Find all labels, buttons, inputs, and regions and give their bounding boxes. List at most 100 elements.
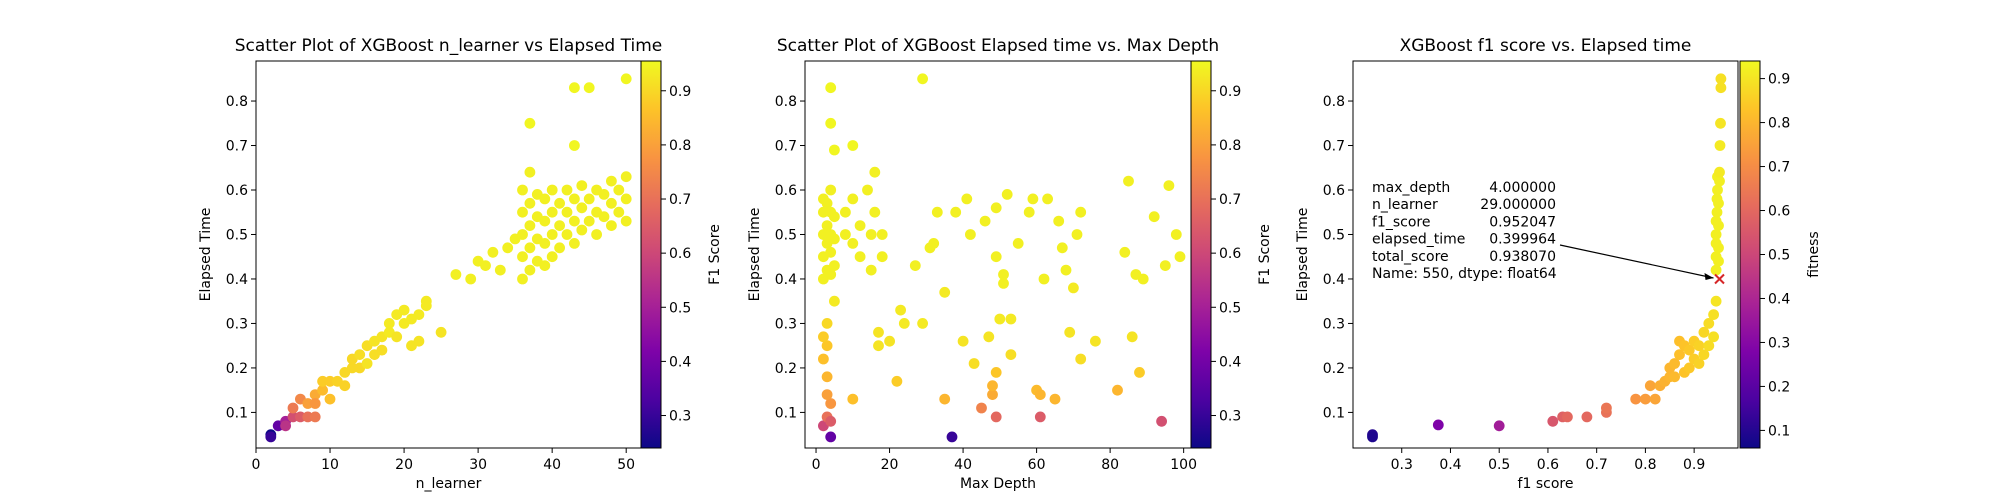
- data-point: [576, 224, 588, 236]
- y-tick-label: 0.5: [775, 227, 797, 243]
- data-point: [946, 431, 958, 443]
- data-point: [480, 260, 491, 271]
- data-point: [1163, 180, 1175, 192]
- data-point: [869, 166, 881, 178]
- data-point: [465, 273, 477, 285]
- annotation-value: 0.938070: [1489, 249, 1556, 265]
- y-tick-label: 0.7: [1323, 139, 1345, 155]
- data-point: [1126, 331, 1138, 343]
- data-point: [957, 335, 969, 347]
- data-point: [546, 206, 558, 218]
- colorbar-tick-label: 0.4: [1768, 291, 1790, 307]
- colorbar-tick-label: 0.9: [1768, 72, 1790, 88]
- colorbar-tick-label: 0.4: [1219, 354, 1241, 370]
- colorbar-tick-label: 0.4: [669, 354, 691, 370]
- data-point: [398, 304, 410, 316]
- colorbar-tick-label: 0.9: [1219, 84, 1241, 100]
- data-point: [280, 420, 291, 432]
- data-point: [1068, 282, 1079, 294]
- data-point: [1669, 371, 1680, 383]
- data-point: [1123, 175, 1134, 187]
- colorbar-tick-label: 0.3: [1219, 409, 1241, 425]
- y-tick-label: 0.2: [226, 361, 248, 377]
- x-tick-label: 100: [1170, 457, 1197, 473]
- colorbar-tick-label: 0.9: [669, 84, 691, 100]
- y-tick-label: 0.6: [226, 183, 248, 199]
- data-point: [1493, 420, 1505, 432]
- data-point: [818, 331, 829, 343]
- data-point: [876, 251, 888, 263]
- data-point: [1001, 189, 1013, 200]
- y-tick-label: 0.6: [1323, 183, 1345, 199]
- data-point: [1159, 260, 1171, 271]
- colorbar: [1739, 60, 1761, 449]
- data-point: [591, 229, 602, 240]
- annotation-value: 0.399964: [1489, 232, 1556, 248]
- data-point: [598, 189, 610, 200]
- data-point: [998, 278, 1009, 289]
- colorbar-tick-label: 0.5: [669, 300, 691, 316]
- data-point: [825, 246, 837, 258]
- data-point: [583, 193, 595, 205]
- data-point: [1683, 362, 1695, 374]
- data-point: [569, 140, 580, 151]
- data-point: [1710, 229, 1722, 240]
- data-point: [620, 171, 632, 183]
- x-tick-label: 0.8: [1634, 457, 1656, 473]
- data-point: [968, 358, 980, 369]
- y-tick-label: 0.3: [1323, 316, 1345, 332]
- data-point: [569, 238, 580, 249]
- x-tick-label: 30: [469, 457, 487, 473]
- data-point: [583, 215, 595, 227]
- annotation-value: 29.000000: [1480, 197, 1556, 213]
- data-point: [546, 184, 558, 196]
- data-point: [1049, 393, 1061, 405]
- best-point-annotation: max_depth 4.000000 n_learner 29.000000 f1_sc…: [1372, 180, 1714, 282]
- data-point: [821, 220, 833, 232]
- data-point: [554, 242, 565, 254]
- data-point: [1005, 349, 1017, 360]
- data-point: [613, 206, 625, 218]
- y-tick-label: 0.2: [775, 361, 797, 377]
- data-point: [524, 166, 536, 178]
- x-tick-label: 0.6: [1537, 457, 1559, 473]
- data-point: [909, 260, 921, 271]
- data-point: [825, 269, 837, 280]
- data-point: [821, 389, 833, 400]
- x-tick-label: 40: [543, 457, 561, 473]
- data-point: [517, 184, 528, 196]
- data-point: [1630, 393, 1642, 405]
- data-point: [895, 304, 906, 316]
- data-point: [1715, 82, 1727, 94]
- x-tick-label: 0.5: [1488, 457, 1510, 473]
- data-point: [1148, 211, 1160, 223]
- data-point: [539, 193, 551, 205]
- data-point: [847, 393, 859, 405]
- data-point: [1038, 273, 1050, 285]
- data-point: [317, 375, 328, 387]
- data-point: [354, 349, 366, 360]
- colorbar-tick-label: 0.7: [1219, 192, 1241, 208]
- data-point: [539, 238, 551, 249]
- data-point: [1711, 206, 1723, 218]
- data-point: [524, 220, 536, 232]
- y-tick-label: 0.6: [775, 183, 797, 199]
- data-point: [1134, 367, 1145, 378]
- data-point: [965, 229, 976, 240]
- data-point: [1713, 197, 1724, 209]
- data-point: [1640, 393, 1651, 405]
- y-tick-label: 0.1: [775, 405, 797, 421]
- x-tick-label: 0.3: [1391, 457, 1413, 473]
- data-point: [1581, 411, 1593, 423]
- data-point: [1053, 215, 1065, 227]
- data-point: [873, 340, 884, 352]
- x-tick-label: 0: [252, 457, 261, 473]
- x-tick-label: 60: [1028, 457, 1046, 473]
- data-point: [979, 215, 991, 227]
- data-point: [569, 82, 580, 94]
- plot-area: [1352, 60, 1739, 449]
- data-point: [1674, 349, 1685, 360]
- data-point: [1708, 331, 1719, 343]
- data-point: [361, 358, 373, 369]
- data-point: [825, 184, 837, 196]
